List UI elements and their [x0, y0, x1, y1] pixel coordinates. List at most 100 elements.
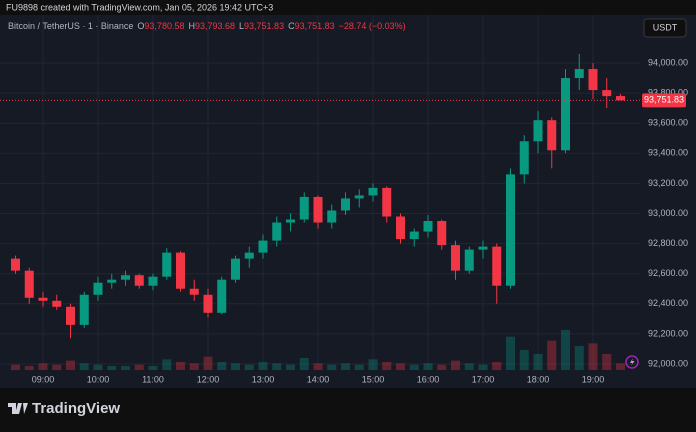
price-axis	[640, 15, 696, 388]
candle-body	[423, 221, 433, 232]
candle-body	[176, 252, 185, 289]
x-tick-label: 16:00	[417, 374, 440, 384]
volume-bar	[327, 364, 337, 370]
candle-body	[258, 240, 268, 253]
volume-bar	[121, 366, 130, 370]
candle-body	[368, 187, 378, 196]
volume-bar	[11, 364, 20, 370]
lightning-icon[interactable]	[625, 355, 639, 369]
candle-body	[66, 306, 75, 325]
candle-body	[451, 245, 460, 271]
volume-bar	[286, 364, 295, 370]
y-tick-label: 92,000.00	[648, 358, 688, 368]
candle-body	[561, 78, 570, 151]
candle-body	[519, 141, 529, 175]
x-tick-label: 09:00	[32, 374, 55, 384]
volume-bar	[79, 363, 89, 370]
volume-bar	[66, 360, 75, 370]
time-axis	[0, 370, 640, 388]
candle-body	[574, 69, 584, 79]
volume-bar	[107, 366, 117, 370]
candle-body	[299, 196, 309, 220]
candle-body	[107, 279, 117, 283]
volume-bar	[93, 364, 103, 370]
candle-body	[121, 275, 130, 280]
candle-body	[396, 216, 405, 240]
volume-bar	[203, 356, 213, 370]
candle-body	[354, 195, 364, 199]
logo	[8, 403, 28, 414]
candle-body	[602, 90, 612, 97]
volume-bar	[258, 362, 268, 370]
volume-bar	[588, 343, 598, 370]
marks	[11, 53, 625, 370]
volume-bar	[341, 363, 350, 370]
volume-bar	[38, 363, 48, 370]
y-tick-label: 92,800.00	[648, 238, 688, 248]
currency-button[interactable]	[643, 18, 687, 38]
x-tick-label: 13:00	[252, 374, 275, 384]
volume-bar	[244, 364, 254, 370]
volume-bar	[409, 364, 419, 370]
volume-bar	[52, 364, 62, 370]
candle-body	[217, 279, 227, 313]
candle-body	[148, 276, 158, 286]
logo-mark	[8, 403, 28, 414]
y-tick-label: 92,200.00	[648, 328, 688, 338]
currency-label[interactable]: USDT	[653, 22, 678, 32]
volume-bar	[561, 330, 570, 370]
candle-body	[38, 297, 48, 301]
volume-bar	[616, 363, 625, 370]
candle-body	[492, 246, 502, 286]
volume-bar	[162, 359, 172, 370]
caption: FU9898 created with TradingView.com, Jan…	[6, 2, 273, 12]
x-tick-label: 11:00	[142, 374, 164, 384]
x-tick-label: 15:00	[362, 374, 385, 384]
l-value: 93,751.83	[244, 21, 284, 31]
y-tick-label: 92,600.00	[648, 268, 688, 278]
candle-body	[203, 294, 213, 313]
candle-body	[533, 120, 543, 142]
y-tick-label: 93,400.00	[648, 148, 688, 158]
l-label: L	[239, 21, 244, 31]
brand: TradingView	[32, 400, 120, 417]
candle-body	[11, 258, 20, 271]
candle-body	[616, 96, 625, 101]
x-tick-label: 18:00	[527, 374, 550, 384]
candle-body	[547, 120, 557, 151]
symbol: Bitcoin / TetherUS · 1 · Binance	[8, 21, 133, 31]
volume-bar	[134, 364, 144, 370]
candle-body	[79, 294, 89, 325]
volume-bar	[396, 363, 405, 370]
volume-bar	[382, 362, 392, 370]
x-tick-label: 12:00	[197, 374, 220, 384]
candle-body	[313, 196, 323, 223]
y-tick-label: 93,800.00	[648, 87, 688, 97]
volume-bar	[231, 363, 240, 370]
plot-area	[0, 15, 640, 370]
candle-body	[93, 282, 103, 295]
volume-bar	[272, 363, 282, 370]
volume-bar	[478, 364, 488, 370]
change: −28.74 (−0.03%)	[339, 21, 406, 31]
candle-body	[162, 252, 172, 277]
y-tick-label: 94,000.00	[648, 57, 688, 67]
volume-bar	[547, 340, 557, 370]
candle-body	[52, 300, 62, 307]
candle-body	[464, 249, 474, 271]
volume-bar	[574, 346, 584, 370]
x-tick-label: 14:00	[307, 374, 330, 384]
candle-body	[478, 246, 488, 250]
volume-bar	[437, 364, 447, 370]
candle-body	[231, 258, 240, 280]
x-tick-label: 10:00	[87, 374, 110, 384]
x-tick-label: 19:00	[582, 374, 605, 384]
h-value: 93,793.68	[195, 21, 235, 31]
candle-body	[134, 275, 144, 286]
candle-body	[272, 222, 282, 241]
o-value: 93,780.58	[144, 21, 184, 31]
x-tick-label: 17:00	[472, 374, 495, 384]
volume-bar	[506, 336, 515, 370]
candle-body	[341, 198, 350, 211]
